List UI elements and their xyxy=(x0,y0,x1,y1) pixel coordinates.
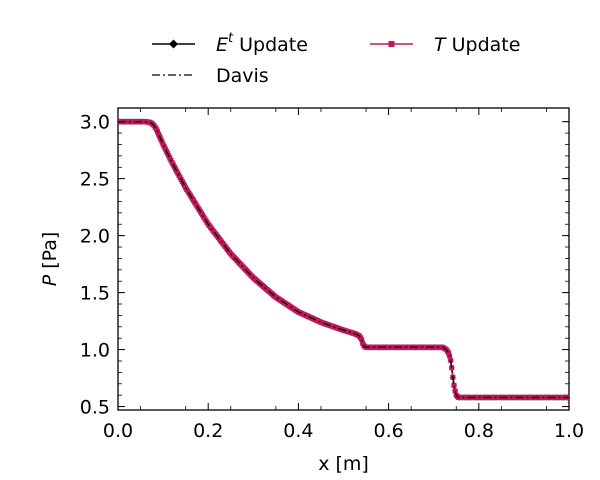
x-axis-label: x [m] xyxy=(318,453,369,475)
legend-symbol-t: T xyxy=(434,34,447,56)
series-e-update xyxy=(118,118,569,401)
series-line xyxy=(118,121,569,399)
data-point-square xyxy=(445,350,451,356)
legend-entry-t-update: T Update xyxy=(370,34,520,56)
data-point-square xyxy=(156,131,162,137)
series-layer xyxy=(118,118,569,401)
y-axis-label: P [Pa] xyxy=(39,232,61,287)
x-tick-label: 0.6 xyxy=(373,420,403,442)
y-tick-label: 2.5 xyxy=(80,169,110,191)
legend-entry-et-update: Et Update xyxy=(152,31,308,56)
legend-label-t-update: T Update xyxy=(434,34,520,56)
data-point-square xyxy=(153,126,159,132)
y-tick-label: 1.5 xyxy=(80,283,110,305)
legend-suffix-et: Update xyxy=(239,34,308,56)
x-tick-label: 0.8 xyxy=(464,420,494,442)
series-davis xyxy=(118,121,569,399)
legend-entry-davis: Davis xyxy=(152,65,269,87)
legend-superscript-t: t xyxy=(228,31,234,46)
data-point-square xyxy=(451,382,457,388)
legend-marker-diamond xyxy=(169,39,178,49)
series-line xyxy=(118,120,569,399)
legend-label-davis: Davis xyxy=(216,65,269,87)
legend-marker-square xyxy=(388,41,395,47)
legend-suffix-t: Update xyxy=(452,34,521,56)
data-point-square xyxy=(359,336,365,342)
series-t-update xyxy=(118,119,569,400)
legend-label-et-update: Et Update xyxy=(216,31,308,56)
x-tick-label: 0.4 xyxy=(283,420,313,442)
plot-frame xyxy=(117,107,570,411)
x-tick-label: 1.0 xyxy=(554,420,584,442)
axis-ticks xyxy=(117,108,570,410)
y-axis-label-unit: [Pa] xyxy=(39,232,61,269)
y-tick-label: 3.0 xyxy=(80,112,110,134)
data-point-square xyxy=(449,365,455,371)
y-tick-label: 1.0 xyxy=(80,340,110,362)
legend-symbol-e: E xyxy=(216,34,228,56)
series-line xyxy=(118,120,569,399)
tick-labels: 0.0 0.2 0.4 0.6 0.8 1.0 0.5 1.0 1.5 2.0 2.5 3.0 xyxy=(80,112,584,442)
y-axis-label-symbol: P xyxy=(39,274,61,286)
x-tick-label: 0.2 xyxy=(193,420,223,442)
data-point-square xyxy=(452,388,458,394)
legend: Et Update Davis T Update xyxy=(152,31,520,87)
x-tick-label: 0.0 xyxy=(103,420,133,442)
y-tick-label: 2.0 xyxy=(80,226,110,248)
y-tick-label: 0.5 xyxy=(80,397,110,419)
